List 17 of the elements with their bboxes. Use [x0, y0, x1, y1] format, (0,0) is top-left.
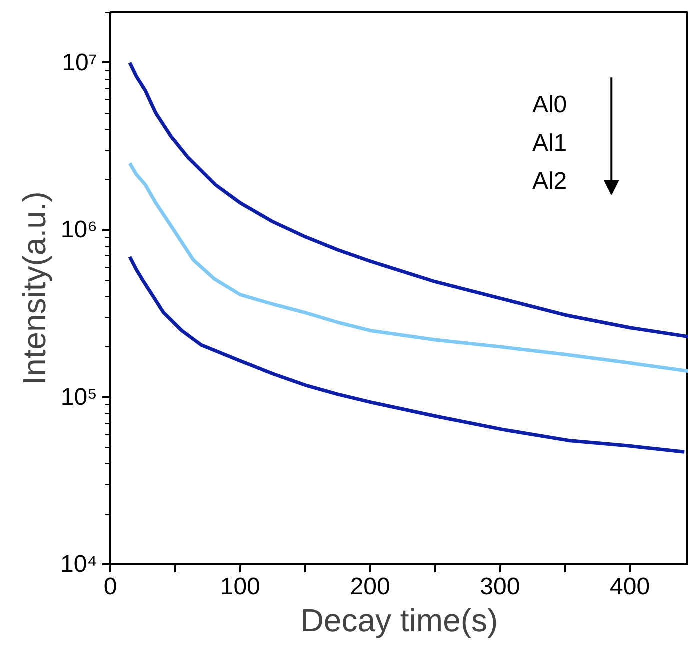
annotation: Al0	[532, 92, 568, 119]
annotation: Al1	[532, 130, 568, 157]
line-series	[128, 162, 688, 374]
x-tick-label: 300	[480, 574, 520, 600]
line-series	[128, 255, 686, 454]
line-series	[128, 61, 688, 339]
y-tick-label: 10⁶	[60, 216, 98, 244]
annotation: Al2	[532, 168, 568, 195]
y-tick-label: 10⁷	[62, 49, 98, 76]
y-tick-label: 10⁵	[60, 384, 98, 411]
y-tick-label: 10⁴	[60, 551, 98, 578]
x-tick-label: 0	[104, 574, 118, 600]
y-axis-title: Intensity(a.u.)	[16, 192, 52, 386]
x-tick-label: 200	[350, 574, 390, 600]
x-tick-label: 400	[610, 574, 650, 600]
x-axis-title: Decay time(s)	[300, 602, 498, 638]
x-tick-label: 100	[220, 574, 260, 600]
